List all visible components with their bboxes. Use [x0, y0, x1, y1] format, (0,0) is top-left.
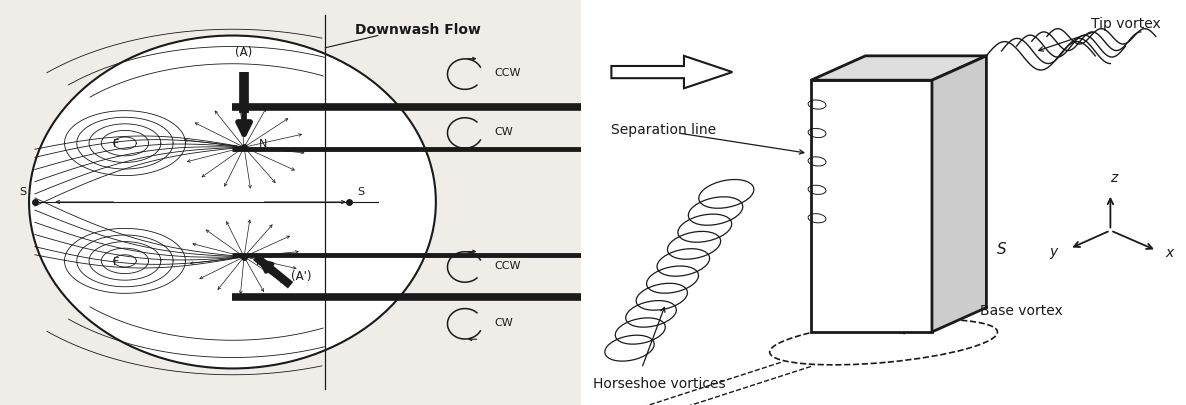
Text: F: F: [113, 139, 119, 149]
Polygon shape: [932, 57, 987, 332]
Text: (A'): (A'): [291, 270, 311, 283]
Text: x: x: [1166, 246, 1174, 260]
Text: (A): (A): [236, 46, 253, 59]
Text: CW: CW: [495, 317, 512, 327]
Text: Downwash Flow: Downwash Flow: [356, 23, 482, 37]
Polygon shape: [612, 57, 732, 89]
Text: Base vortex: Base vortex: [981, 303, 1063, 317]
Polygon shape: [811, 81, 932, 332]
Text: S: S: [996, 242, 1007, 256]
Text: CCW: CCW: [495, 260, 521, 270]
Text: N: N: [259, 139, 267, 149]
Text: z: z: [1110, 171, 1117, 184]
Polygon shape: [811, 57, 987, 81]
Text: S: S: [20, 186, 27, 196]
Text: CW: CW: [495, 127, 512, 136]
Ellipse shape: [30, 36, 436, 369]
Text: S: S: [357, 186, 364, 196]
Text: Horseshoe vortices: Horseshoe vortices: [593, 376, 726, 390]
Text: Separation line: Separation line: [612, 123, 716, 136]
Text: y: y: [1050, 244, 1058, 258]
Text: N: N: [256, 256, 264, 266]
Text: F: F: [113, 256, 119, 266]
Text: Tip vortex: Tip vortex: [1091, 17, 1160, 31]
Text: CCW: CCW: [495, 68, 521, 78]
